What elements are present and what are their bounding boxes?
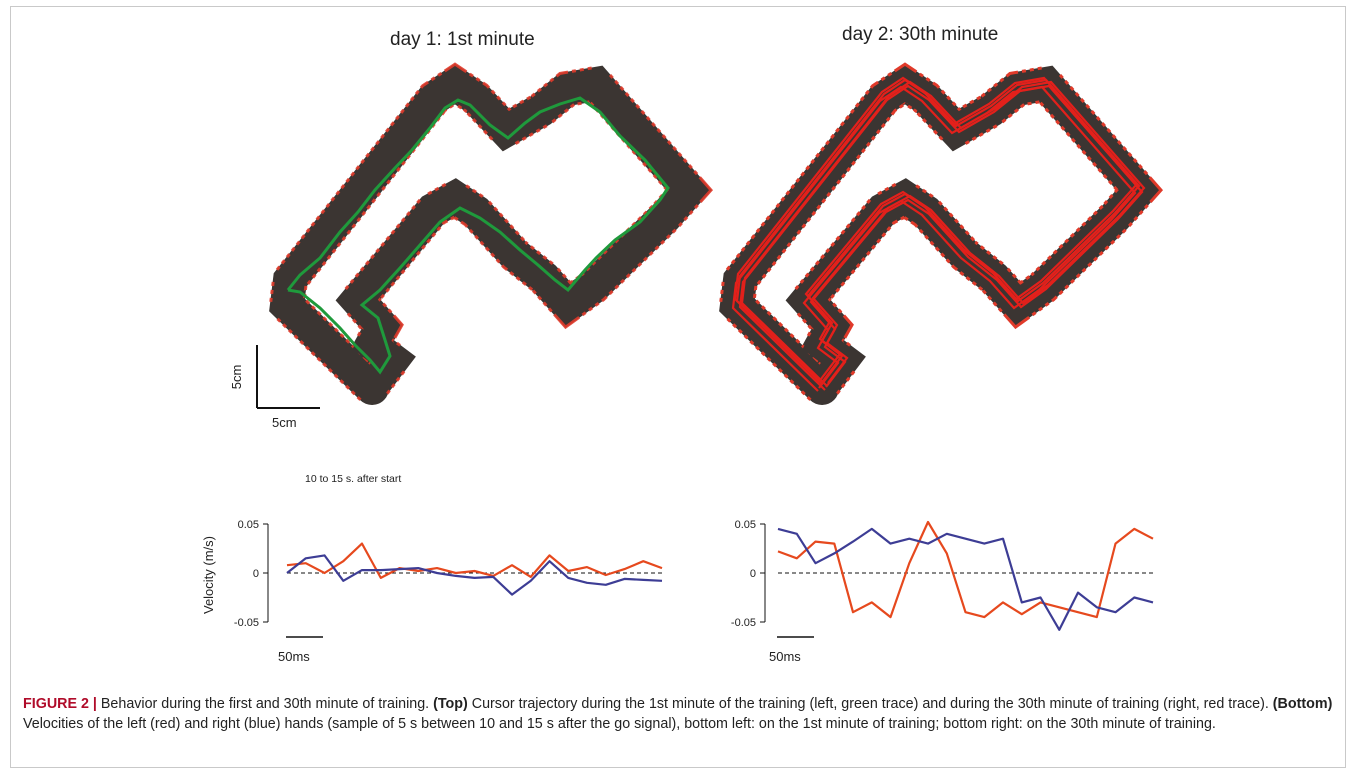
- caption-label: FIGURE 2 |: [23, 696, 97, 712]
- track-day1: [287, 84, 689, 388]
- caption-bottom-label: (Bottom): [1272, 696, 1333, 712]
- y-tick-label: 0: [253, 568, 259, 580]
- caption-top-label: (Top): [433, 696, 468, 712]
- caption-intro: Behavior during the first and 30th minut…: [96, 696, 434, 712]
- y-axis-label: Velocity (m/s): [201, 536, 216, 614]
- velocity-chart-left: 0.05 0 -0.05 50ms Velocity (m/s): [201, 519, 663, 664]
- time-scale-label: 50ms: [278, 649, 310, 664]
- figure-frame: [10, 6, 1346, 768]
- scale-label-horizontal: 5cm: [272, 415, 297, 430]
- figure-canvas: day 1: 1st minute day 2: 30th minute 5cm…: [201, 24, 1357, 664]
- scale-label-vertical: 5cm: [229, 365, 244, 390]
- y-tick-label: -0.05: [234, 617, 259, 629]
- series-right-hand: [286, 554, 663, 596]
- top-left-title: day 1: 1st minute: [390, 29, 535, 50]
- series-right-hand: [777, 527, 1154, 631]
- figure-caption: FIGURE 2 | Behavior during the first and…: [23, 694, 1335, 734]
- series-left-hand: [286, 542, 663, 580]
- top-right-title: day 2: 30th minute: [842, 24, 998, 45]
- y-tick-label: -0.05: [731, 617, 756, 629]
- y-tick-label: 0.05: [735, 519, 756, 531]
- velocity-chart-right: 0.05 0 -0.05 50ms: [731, 519, 1154, 664]
- y-tick-label: 0.05: [238, 519, 259, 531]
- y-tick-label: 0: [750, 568, 756, 580]
- caption-bottom-text: Velocities of the left (red) and right (…: [23, 716, 1216, 732]
- scale-bar: 5cm 5cm: [229, 345, 320, 430]
- caption-top-text: Cursor trajectory during the 1st minute …: [467, 696, 1273, 712]
- series-left-hand: [777, 520, 1154, 619]
- time-scale-label: 50ms: [769, 649, 801, 664]
- window-note: 10 to 15 s. after start: [305, 473, 401, 485]
- day1-cursor-trace: [286, 96, 670, 375]
